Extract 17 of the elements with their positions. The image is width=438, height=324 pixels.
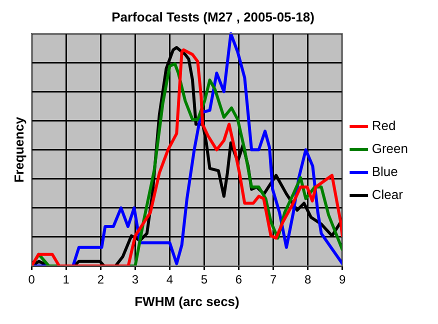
legend-label: Green: [372, 141, 408, 156]
x-tick-label: 1: [62, 272, 70, 287]
x-axis-title: FWHM (arc secs): [134, 294, 240, 309]
x-tick-label: 2: [97, 272, 104, 287]
x-tick-label: 6: [235, 272, 242, 287]
x-tick-label: 8: [304, 272, 312, 287]
x-tick-label: 4: [166, 272, 174, 287]
y-axis-title: Frequency: [11, 116, 26, 183]
x-tick-label: 0: [28, 272, 36, 287]
x-tick-label: 3: [132, 272, 139, 287]
legend-label: Clear: [372, 187, 404, 202]
x-tick-label: 7: [270, 272, 277, 287]
x-tick-label: 9: [339, 272, 346, 287]
chart-title: Parfocal Tests (M27 , 2005-05-18): [112, 9, 314, 24]
legend-label: Blue: [372, 164, 398, 180]
legend-label: Red: [372, 118, 396, 134]
x-tick-label: 5: [200, 272, 208, 287]
